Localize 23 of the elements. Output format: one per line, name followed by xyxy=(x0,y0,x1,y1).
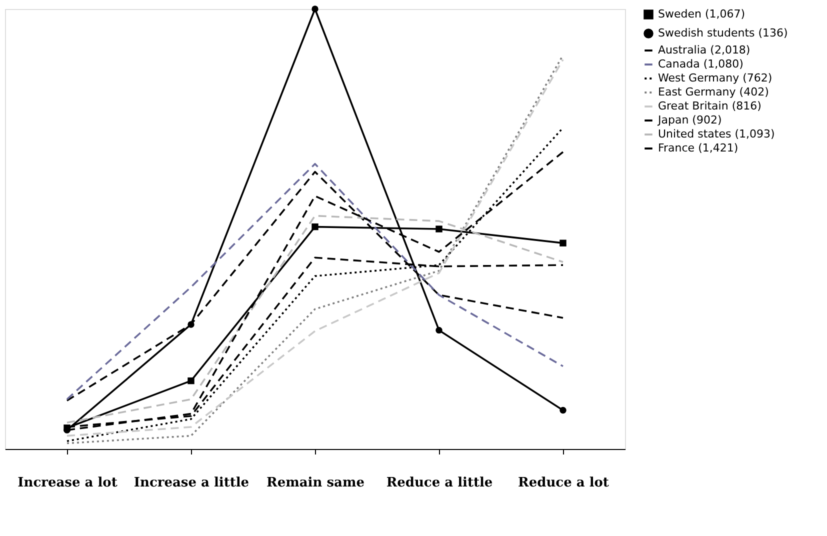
point xyxy=(188,321,194,328)
point xyxy=(560,406,566,414)
legend-label: Great Britain (816) xyxy=(658,100,762,112)
point xyxy=(436,226,442,232)
legend-label: United states (1,093) xyxy=(658,128,775,140)
x-tick-label: Reduce a lot xyxy=(518,476,609,490)
legend-label: France (1,421) xyxy=(658,142,738,154)
x-tick-label: Increase a little xyxy=(134,476,250,490)
point xyxy=(312,6,318,12)
x-tick-label: Reduce a little xyxy=(386,476,493,490)
legend-label: East Germany (402) xyxy=(658,86,769,98)
point xyxy=(312,223,318,230)
legend-label: West Germany (762) xyxy=(658,72,772,84)
legend-label: Japan (902) xyxy=(657,114,722,126)
legend-label: Canada (1,080) xyxy=(658,58,744,70)
point xyxy=(560,240,566,246)
legend-label: Australia (2,018) xyxy=(658,44,750,56)
legend-label: Sweden (1,067) xyxy=(658,8,746,20)
x-tick-label: Increase a lot xyxy=(18,476,118,490)
point xyxy=(188,377,194,384)
point xyxy=(436,326,442,334)
legend-label: Swedish students (136) xyxy=(658,26,788,40)
x-tick-label: Remain same xyxy=(266,476,364,490)
